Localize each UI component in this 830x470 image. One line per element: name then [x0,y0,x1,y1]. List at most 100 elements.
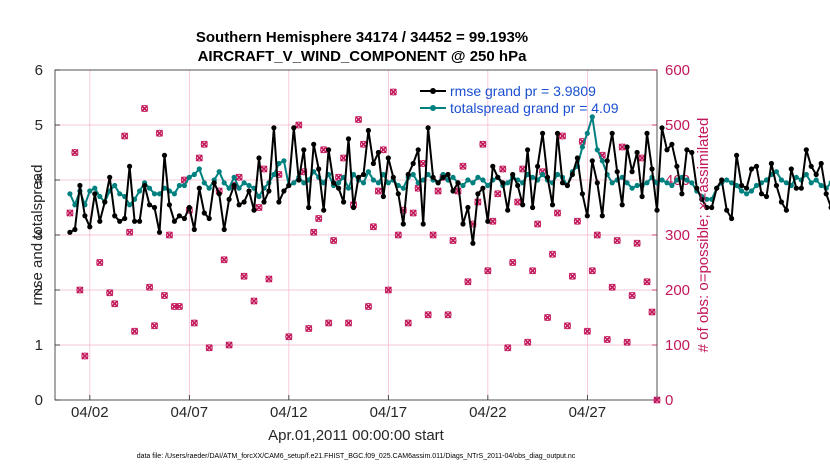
totalspread-point [584,130,590,136]
rmse-point [415,147,421,153]
rmse-point [92,191,98,197]
rmse-point [793,185,799,191]
rmse-point [659,125,665,131]
rmse-point [694,185,700,191]
rmse-point [589,158,595,164]
totalspread-point [241,180,247,186]
obs-x-stroke [633,239,641,247]
chart-subtitle: AIRCRAFT_V_WIND_COMPONENT @ 250 hPa [198,48,528,65]
rmse-point [778,199,785,205]
obs-assimilated-marker [344,319,353,327]
rmse-point [331,180,337,186]
totalspread-point [117,191,123,197]
totalspread-point [465,177,471,183]
rmse-point [535,163,541,169]
y-right-tick-label: 200 [665,282,690,299]
rmse-point [236,202,242,208]
rmse-point [216,191,222,197]
obs-x-stroke [534,220,542,228]
obs-possible-marker [150,322,159,330]
obs-x-stroke [429,231,437,239]
obs-assimilated-marker [285,333,293,341]
obs-assimilated-marker [225,341,233,349]
rmse-point [365,127,371,134]
rmse-point [485,218,491,224]
obs-possible-marker [558,132,567,140]
y-right-tick-label: 600 [665,62,690,79]
rmse-point [803,147,809,153]
rmse-point [117,218,123,224]
rmse-point [450,188,456,194]
obs-possible-marker [479,140,487,148]
obs-assimilated-marker [563,322,572,330]
rmse-point [97,218,103,224]
obs-possible-marker [379,146,387,154]
obs-possible-marker [369,223,377,231]
rmse-point [739,182,745,189]
obs-possible-marker [131,327,139,335]
rmse-point [808,163,814,169]
obs-x-stroke [140,104,149,113]
totalspread-point [579,144,586,150]
obs-assimilated-marker [543,313,552,322]
obs-assimilated-marker [553,209,562,217]
obs-possible-marker [325,319,333,327]
rmse-point [286,182,292,189]
rmse-point [231,182,237,189]
rmse-point [87,224,93,230]
obs-possible-marker [593,231,601,239]
totalspread-point [753,182,760,189]
obs-possible-marker [568,272,576,280]
rmse-point [540,130,546,136]
obs-possible-marker [285,333,293,341]
rmse-point [629,169,635,175]
obs-x-stroke [389,88,397,96]
obs-possible-marker [543,313,552,322]
obs-possible-marker [106,289,114,297]
obs-possible-marker [145,283,154,291]
rmse-point [763,193,770,200]
obs-x-stroke [335,173,343,181]
obs-possible-marker [195,154,203,162]
rmse-point [271,125,277,131]
obs-x-stroke [638,154,646,162]
rmse-point [405,171,411,178]
y-axis-label: rmse and totalspread [29,165,46,306]
obs-assimilated-marker [359,140,368,148]
obs-assimilated-marker [643,278,651,286]
y-tick-label: 4 [35,172,43,189]
rmse-point [753,163,760,169]
obs-assimilated-marker [195,154,203,162]
rmse-point [490,163,496,169]
rmse-point [455,180,461,186]
totalspread-point [470,180,476,186]
obs-possible-marker [459,162,467,170]
obs-x-stroke [494,190,502,198]
obs-possible-marker [66,209,74,217]
obs-assimilated-marker [315,214,323,223]
obs-count-markers [66,88,661,404]
rmse-point [634,149,640,156]
rmse-point [654,207,660,213]
x-tick-label: 04/17 [370,404,408,421]
obs-possible-marker [240,272,248,280]
totalspread-point [226,185,232,191]
obs-possible-marker [394,231,402,239]
obs-x-stroke [543,313,552,322]
totalspread-point [594,147,600,153]
obs-assimilated-marker [484,267,492,275]
totalspread-point [744,191,750,197]
obs-x-stroke [315,214,323,223]
rmse-point [316,166,322,172]
obs-x-stroke [160,291,169,300]
obs-x-stroke [449,236,457,245]
obs-assimilated-marker [593,231,601,239]
totalspread-point [505,180,511,186]
obs-assimilated-marker [150,322,159,330]
rmse-point [619,202,625,208]
totalspread-point [176,182,182,189]
obs-x-stroke [200,140,208,148]
obs-possible-marker [608,283,616,291]
obs-possible-marker [315,214,323,223]
obs-assimilated-marker [434,187,442,195]
